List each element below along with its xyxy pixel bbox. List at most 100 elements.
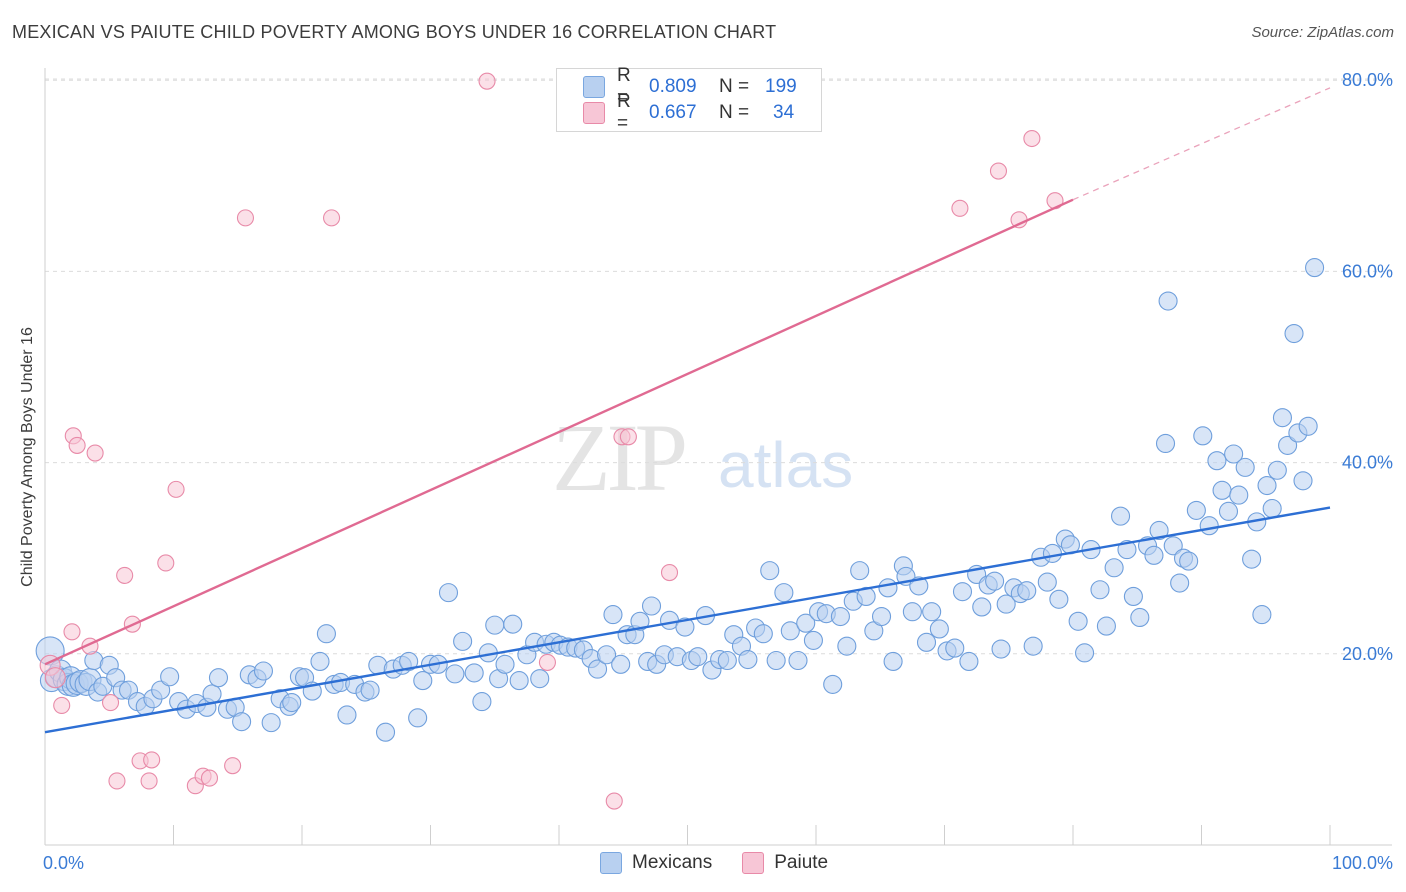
point-mexicans — [151, 680, 171, 700]
point-mexicans — [1023, 636, 1043, 656]
point-mexicans — [1278, 435, 1298, 455]
point-mexicans — [871, 606, 892, 627]
point-mexicans — [952, 582, 973, 602]
y-tick-label: 20.0% — [1342, 644, 1393, 664]
legend-n-label: N = — [719, 76, 750, 97]
point-mexicans — [1042, 543, 1062, 563]
point-mexicans — [929, 619, 949, 639]
point-mexicans — [1218, 501, 1239, 521]
point-mexicans — [509, 671, 529, 691]
point-mexicans — [1257, 475, 1277, 496]
point-mexicans — [1075, 643, 1095, 663]
legend-n-value-mexicans: 199 — [765, 76, 797, 97]
point-paiute — [143, 751, 161, 769]
point-mexicans — [883, 651, 903, 671]
point-paiute — [224, 757, 242, 775]
point-paiute — [116, 566, 134, 584]
point-mexicans — [738, 649, 758, 670]
point-mexicans — [1229, 485, 1249, 505]
point-mexicans — [803, 630, 823, 650]
legend-r-value-paiute: 0.667 — [649, 102, 697, 123]
point-mexicans — [1158, 291, 1178, 311]
point-mexicans — [1068, 611, 1088, 631]
point-mexicans — [753, 624, 773, 644]
point-mexicans — [282, 693, 302, 713]
point-mexicans — [1090, 580, 1110, 600]
point-mexicans — [1262, 498, 1282, 519]
point-paiute — [53, 696, 71, 714]
point-paiute — [538, 653, 556, 671]
point-mexicans — [337, 705, 357, 725]
trend-lines — [44, 87, 1331, 734]
point-mexicans — [972, 597, 992, 617]
trendline-paiute-extension — [1072, 87, 1331, 201]
legend-item-paiute[interactable]: Paiute — [742, 852, 828, 874]
point-mexicans — [310, 651, 330, 671]
legend-r-label: R = — [617, 65, 631, 108]
legend-label-mexicans: Mexicans — [632, 852, 713, 873]
legend-swatch-mexicans — [583, 76, 605, 98]
point-paiute — [68, 436, 86, 454]
point-mexicans — [675, 617, 695, 637]
point-mexicans — [1179, 551, 1199, 571]
point-mexicans — [1284, 323, 1304, 344]
point-mexicans — [922, 602, 942, 622]
point-paiute — [605, 792, 623, 810]
point-mexicans — [1110, 506, 1131, 526]
point-mexicans — [232, 712, 252, 732]
point-mexicans — [1123, 586, 1143, 606]
point-mexicans — [823, 674, 843, 694]
point-paiute — [157, 554, 175, 572]
point-paiute — [101, 694, 120, 712]
point-mexicans — [1212, 480, 1232, 500]
point-paiute — [478, 72, 496, 90]
point-mexicans — [1170, 573, 1190, 593]
point-mexicans — [485, 615, 505, 635]
series-paiute-points — [39, 72, 1064, 810]
point-mexicans — [1193, 426, 1213, 446]
point-mexicans — [796, 613, 816, 633]
point-mexicans — [1305, 258, 1325, 278]
point-mexicans — [902, 602, 922, 622]
point-mexicans — [688, 647, 708, 667]
point-mexicans — [837, 636, 857, 656]
point-mexicans — [780, 621, 800, 641]
point-mexicans — [1096, 616, 1116, 636]
legend-label-paiute: Paiute — [774, 852, 829, 873]
point-mexicans — [360, 680, 380, 700]
legend-row-paiute: R = 0.667 N = 34 — [583, 91, 794, 134]
legend-r-label: R = — [617, 91, 631, 134]
point-paiute — [167, 480, 185, 498]
trendline-paiute — [44, 198, 1074, 666]
y-tick-label: 80.0% — [1342, 70, 1393, 90]
series-mexicans-points — [35, 258, 1325, 742]
point-mexicans — [996, 594, 1016, 614]
point-mexicans — [603, 605, 623, 625]
point-mexicans — [261, 713, 281, 733]
legend-row-mexicans: R = 0.809 N = 199 — [583, 65, 797, 108]
point-mexicans — [1199, 516, 1219, 536]
point-paiute — [989, 162, 1008, 180]
point-mexicans — [1155, 433, 1176, 454]
point-mexicans — [316, 624, 336, 644]
axes — [44, 68, 1392, 846]
point-mexicans — [1242, 549, 1262, 569]
point-mexicans — [1272, 408, 1293, 428]
point-mexicans — [641, 596, 662, 616]
point-mexicans — [760, 561, 780, 581]
series-legend: Mexicans Paiute — [600, 852, 858, 874]
point-mexicans — [630, 611, 650, 631]
legend-swatch-mexicans — [600, 852, 622, 874]
point-mexicans — [453, 631, 473, 651]
legend-item-mexicans[interactable]: Mexicans — [600, 852, 712, 874]
point-mexicans — [717, 650, 737, 671]
point-mexicans — [788, 650, 808, 671]
point-mexicans — [399, 651, 419, 671]
point-mexicans — [1267, 460, 1287, 480]
point-mexicans — [774, 583, 794, 603]
point-mexicans — [916, 632, 937, 652]
point-mexicans — [945, 638, 965, 658]
watermark-zip: ZIP — [552, 404, 688, 511]
point-mexicans — [1293, 471, 1313, 491]
point-mexicans — [253, 661, 274, 681]
